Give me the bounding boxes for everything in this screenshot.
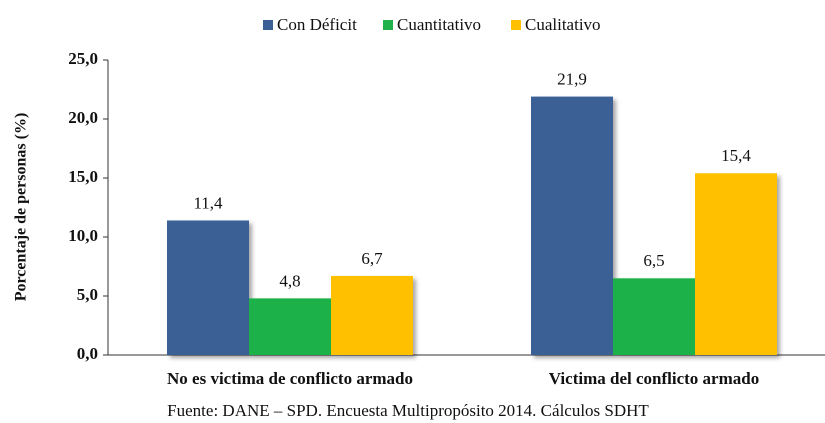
value-label: 6,5: [643, 251, 664, 270]
legend-label: Cualitativo: [525, 15, 601, 34]
value-label: 6,7: [361, 249, 383, 268]
bar: [331, 275, 413, 355]
legend-label: Cuantitativo: [397, 15, 481, 34]
legend-label: Con Déficit: [277, 15, 357, 34]
y-axis-title: Porcentaje de personas (%): [13, 113, 30, 302]
y-tick-label: 15,0: [68, 167, 98, 186]
y-tick-label: 5,0: [77, 285, 98, 304]
y-tick-label: 0,0: [77, 344, 98, 363]
source-note: Fuente: DANE – SPD. Encuesta Multipropós…: [167, 401, 649, 420]
legend-swatch: [383, 20, 393, 30]
value-label: 11,4: [193, 193, 223, 212]
bar: [167, 220, 249, 355]
legend-swatch: [263, 20, 273, 30]
bar: [249, 298, 331, 355]
x-tick-label: Victima del conflicto armado: [549, 369, 759, 388]
value-label: 15,4: [721, 146, 751, 165]
bar: [613, 278, 695, 355]
value-label: 21,9: [557, 69, 587, 88]
bar: [695, 173, 777, 355]
y-tick-label: 10,0: [68, 226, 98, 245]
y-tick-label: 20,0: [68, 108, 98, 127]
x-tick-label: No es victima de conflicto armado: [167, 369, 413, 388]
bar: [531, 96, 613, 355]
value-label: 4,8: [279, 271, 300, 290]
y-tick-label: 25,0: [68, 49, 98, 68]
legend-swatch: [511, 20, 521, 30]
